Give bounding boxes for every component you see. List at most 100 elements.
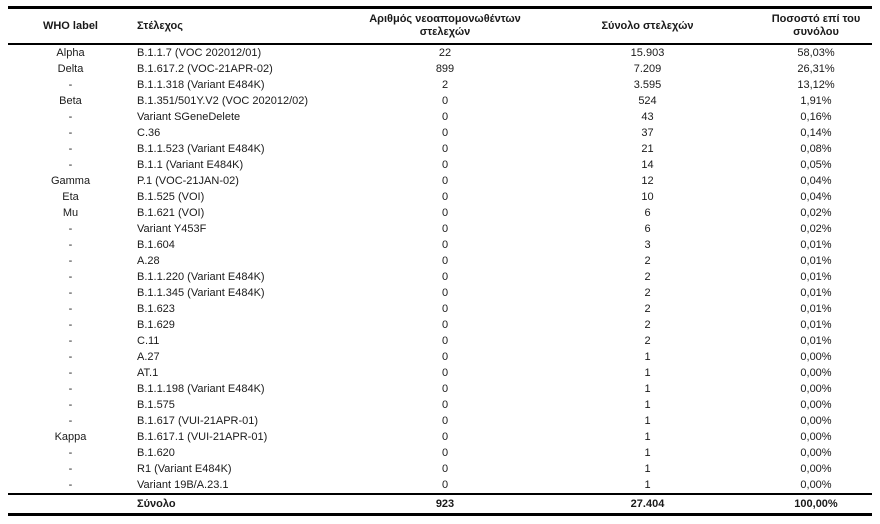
cell-percent: 0,02% xyxy=(800,223,832,235)
cell-percent: 0,08% xyxy=(800,143,832,155)
cell-percent: 0,01% xyxy=(800,287,832,299)
cell-strain: AT.1 xyxy=(137,367,159,379)
cell-new-isolates: 0 xyxy=(441,191,449,203)
cell-who-label: - xyxy=(68,127,73,139)
table-row: - B.1.1.523 (Variant E484K) 0 21 0,08% xyxy=(8,141,872,157)
cell-strain: B.1.617.1 (VUI-21APR-01) xyxy=(137,431,268,443)
cell-who-label: - xyxy=(68,383,73,395)
cell-strain: B.1.1.7 (VOC 202012/01) xyxy=(137,47,262,59)
cell-percent: 0,05% xyxy=(800,159,832,171)
column-header-percent-text: Ποσοστό επί του συνόλου xyxy=(771,13,861,38)
cell-who-label: - xyxy=(68,447,73,459)
cell-total-strains: 15.903 xyxy=(630,47,665,59)
cell-who-label: - xyxy=(68,79,73,91)
cell-total-strains: 1 xyxy=(644,399,651,411)
cell-who-label: Mu xyxy=(62,207,79,219)
table-row: - B.1.575 0 1 0,00% xyxy=(8,397,872,413)
cell-strain: Variant SGeneDelete xyxy=(137,111,241,123)
cell-new-isolates: 0 xyxy=(441,271,449,283)
cell-strain: B.1.1.523 (Variant E484K) xyxy=(137,143,265,155)
cell-total-strains: 6 xyxy=(644,223,651,235)
cell-new-isolates: 0 xyxy=(441,431,449,443)
table-row: - B.1.617 (VUI-21APR-01) 0 1 0,00% xyxy=(8,413,872,429)
cell-new-isolates: 0 xyxy=(441,367,449,379)
cell-percent: 0,00% xyxy=(800,415,832,427)
cell-who-label: - xyxy=(68,415,73,427)
cell-percent: 0,00% xyxy=(800,351,832,363)
cell-percent: 0,01% xyxy=(800,239,832,251)
table-row: - B.1.1 (Variant E484K) 0 14 0,05% xyxy=(8,157,872,173)
table-row: - B.1.623 0 2 0,01% xyxy=(8,301,872,317)
table-row: Eta B.1.525 (VOI) 0 10 0,04% xyxy=(8,189,872,205)
table-row: - Variant 19B/A.23.1 0 1 0,00% xyxy=(8,477,872,494)
cell-percent: 0,04% xyxy=(800,191,832,203)
cell-total-strains: 7.209 xyxy=(633,63,662,75)
cell-percent: 0,00% xyxy=(800,399,832,411)
cell-total-strains: 6 xyxy=(644,207,651,219)
cell-new-isolates: 0 xyxy=(441,207,449,219)
cell-percent: 0,14% xyxy=(800,127,832,139)
cell-who-label: Beta xyxy=(59,95,82,107)
cell-strain: B.1.617 (VUI-21APR-01) xyxy=(137,415,259,427)
cell-new-isolates: 0 xyxy=(441,447,449,459)
table-row: - A.27 0 1 0,00% xyxy=(8,349,872,365)
cell-new-isolates: 0 xyxy=(441,287,449,299)
table-row: - B.1.604 0 3 0,01% xyxy=(8,237,872,253)
cell-strain: Variant Y453F xyxy=(137,223,207,235)
table-row: - R1 (Variant E484K) 0 1 0,00% xyxy=(8,461,872,477)
cell-strain: P.1 (VOC-21JAN-02) xyxy=(137,175,239,187)
cell-total-strains: 1 xyxy=(644,367,651,379)
cell-total-strains: 1 xyxy=(644,447,651,459)
cell-strain: B.1.620 xyxy=(137,447,175,459)
cell-who-label: - xyxy=(68,287,73,299)
cell-percent: 0,00% xyxy=(800,447,832,459)
table-row: Gamma P.1 (VOC-21JAN-02) 0 12 0,04% xyxy=(8,173,872,189)
table-row: Alpha B.1.1.7 (VOC 202012/01) 22 15.903 … xyxy=(8,44,872,61)
cell-total-strains: 1 xyxy=(644,415,651,427)
cell-new-isolates: 0 xyxy=(441,351,449,363)
cell-total-strains: 1 xyxy=(644,479,651,491)
cell-total-strains: 37 xyxy=(641,127,654,139)
cell-strain: C.36 xyxy=(137,127,161,139)
column-header-total-strains: Σύνολο στελεχών xyxy=(601,19,694,32)
cell-percent: 0,00% xyxy=(800,463,832,475)
total-cell-new-isolates: 923 xyxy=(435,498,455,510)
cell-strain: A.27 xyxy=(137,351,160,363)
cell-total-strains: 2 xyxy=(644,255,651,267)
column-header-new-isolates-text: Αριθμός νεοαπομονωθέντων στελεχών xyxy=(369,13,521,38)
cell-strain: B.1.1 (Variant E484K) xyxy=(137,159,244,171)
cell-percent: 0,01% xyxy=(800,335,832,347)
cell-strain: B.1.1.318 (Variant E484K) xyxy=(137,79,265,91)
table-row: Delta B.1.617.2 (VOC-21APR-02) 899 7.209… xyxy=(8,61,872,77)
table-row: - C.36 0 37 0,14% xyxy=(8,125,872,141)
cell-who-label: - xyxy=(68,335,73,347)
cell-new-isolates: 0 xyxy=(441,95,449,107)
cell-percent: 0,01% xyxy=(800,303,832,315)
cell-percent: 0,00% xyxy=(800,479,832,491)
variants-table-container: WHO label Στέλεχος Αριθμός νεοαπομονωθέν… xyxy=(8,6,872,516)
cell-new-isolates: 0 xyxy=(441,255,449,267)
cell-total-strains: 12 xyxy=(641,175,654,187)
table-row: Kappa B.1.617.1 (VUI-21APR-01) 0 1 0,00% xyxy=(8,429,872,445)
total-cell-percent: 100,00% xyxy=(794,498,838,510)
variants-table: WHO label Στέλεχος Αριθμός νεοαπομονωθέν… xyxy=(8,6,872,516)
cell-who-label: - xyxy=(68,479,73,491)
table-row: - B.1.1.318 (Variant E484K) 2 3.595 13,1… xyxy=(8,77,872,93)
column-header-who-label: WHO label xyxy=(42,19,98,32)
cell-percent: 0,16% xyxy=(800,111,832,123)
cell-new-isolates: 0 xyxy=(441,335,449,347)
cell-strain: B.1.623 xyxy=(137,303,175,315)
cell-total-strains: 1 xyxy=(644,431,651,443)
cell-total-strains: 2 xyxy=(644,287,651,299)
cell-new-isolates: 0 xyxy=(441,223,449,235)
cell-percent: 26,31% xyxy=(797,63,835,75)
cell-who-label: Kappa xyxy=(54,431,87,443)
cell-strain: B.1.629 xyxy=(137,319,175,331)
cell-total-strains: 10 xyxy=(641,191,654,203)
table-row: - AT.1 0 1 0,00% xyxy=(8,365,872,381)
cell-who-label: - xyxy=(68,255,73,267)
cell-new-isolates: 0 xyxy=(441,127,449,139)
cell-new-isolates: 0 xyxy=(441,463,449,475)
cell-total-strains: 1 xyxy=(644,383,651,395)
cell-who-label: - xyxy=(68,351,73,363)
